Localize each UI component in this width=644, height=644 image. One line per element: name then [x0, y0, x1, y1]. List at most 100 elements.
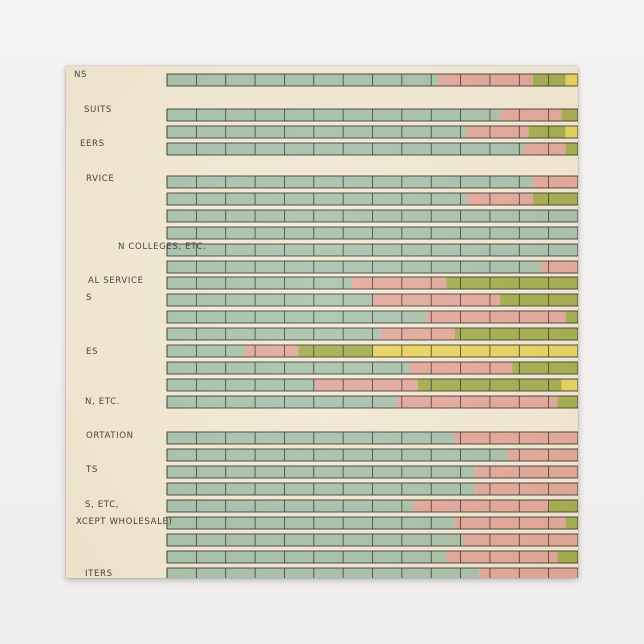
bar-outline [166, 108, 578, 122]
bar-segment-olive [532, 193, 578, 205]
stacked-bar-chart: NS SUITS EERS RVICE N COLLEGES, ETC. AL SERVI… [74, 70, 578, 578]
bar-segment-pink [372, 294, 500, 306]
row-label: S, ETC, [85, 500, 119, 510]
bar-segment-pink [541, 261, 578, 273]
bar-segment-pink [380, 328, 455, 340]
bar-segment-blue [167, 568, 480, 578]
bar-outline [166, 293, 578, 307]
bar-segment-blue [167, 328, 381, 340]
bar-segment-blue [167, 74, 439, 86]
row-label: XCEPT WHOLESALE) [76, 517, 172, 527]
bar-outline [166, 192, 578, 206]
bar-outline [166, 431, 578, 445]
bar-outline [166, 310, 578, 324]
bar-segment-olive [528, 126, 566, 138]
chart-print-tile: NS SUITS EERS RVICE N COLLEGES, ETC. AL SERVI… [66, 66, 578, 578]
bar-segment-pink [475, 466, 578, 478]
bar-segment-pink [454, 432, 578, 444]
bar-segment-blue [167, 449, 509, 461]
row-label: NS [74, 70, 87, 80]
bar-outline [166, 209, 578, 223]
bar-outline [166, 175, 578, 189]
row-label: ES [86, 347, 98, 357]
bar-segment-olive [565, 311, 578, 323]
bar-outline [166, 465, 578, 479]
bar-outline [166, 260, 578, 274]
bar-segment-pink [314, 379, 418, 391]
bar-segment-olive [298, 345, 373, 357]
bar-outline [166, 395, 578, 409]
bar-segment-blue [167, 311, 426, 323]
bar-segment-blue [167, 379, 315, 391]
bar-segment-olive [446, 277, 578, 289]
bar-segment-yellow [561, 379, 578, 391]
bar-segment-pink [425, 311, 566, 323]
bar-segment-olive [532, 74, 566, 86]
bar-segment-olive [512, 362, 578, 374]
bar-outline [166, 516, 578, 530]
row-label: N COLLEGES, ETC. [118, 242, 206, 252]
bar-outline [166, 448, 578, 462]
bar-segment-pink [475, 483, 578, 495]
bar-segment-olive [557, 396, 578, 408]
bar-segment-blue [167, 294, 373, 306]
bar-segment-blue [167, 261, 542, 273]
bar-outline [166, 378, 578, 392]
bar-segment-blue [167, 517, 455, 529]
bar-segment-pink [413, 500, 550, 512]
bar-segment-blue [167, 534, 463, 546]
bar-segment-pink [499, 109, 562, 121]
bar-segment-blue [167, 432, 455, 444]
bar-outline [166, 73, 578, 87]
bar-segment-pink [467, 126, 529, 138]
row-label: RVICE [86, 174, 114, 184]
bar-segment-olive [499, 294, 578, 306]
bar-outline [166, 499, 578, 513]
bar-segment-olive [565, 143, 578, 155]
bar-outline [166, 142, 578, 156]
bar-segment-blue [167, 500, 414, 512]
bar-segment-olive [565, 517, 578, 529]
bar-segment-blue [167, 466, 476, 478]
bar-outline [166, 327, 578, 341]
bar-outline [166, 482, 578, 496]
bar-segment-blue [167, 345, 246, 357]
bar-segment-blue [167, 143, 525, 155]
bar-segment-pink [454, 517, 566, 529]
row-label: SUITS [84, 105, 112, 115]
bar-segment-blue [167, 176, 533, 188]
bar-segment-pink [524, 143, 566, 155]
bar-segment-pink [351, 277, 447, 289]
bar-outline [166, 226, 578, 240]
bar-segment-olive [549, 500, 578, 512]
bar-segment-blue [167, 396, 398, 408]
bar-segment-pink [532, 176, 578, 188]
bar-outline [166, 243, 578, 257]
bar-segment-pink [467, 193, 533, 205]
bar-segment-blue [167, 277, 352, 289]
bar-segment-olive [454, 328, 578, 340]
bar-outline [166, 125, 578, 139]
row-label: TS [85, 465, 98, 475]
bar-segment-pink [462, 534, 578, 546]
bar-segment-blue [167, 483, 476, 495]
bar-segment-blue [167, 109, 500, 121]
row-label: EERS [80, 139, 105, 149]
bar-segment-pink [397, 396, 558, 408]
bar-segment-blue [167, 126, 468, 138]
bar-segment-pink [438, 74, 533, 86]
row-label: ITERS [85, 569, 113, 578]
row-label: AL SERVICE [88, 276, 144, 286]
bar-segment-blue [167, 362, 410, 374]
bar-segment-pink [446, 551, 558, 563]
bar-outline [166, 361, 578, 375]
bar-outline [166, 550, 578, 564]
bar-outline [166, 567, 578, 578]
bar-segment-yellow [565, 126, 578, 138]
bar-outline [166, 533, 578, 547]
bar-outline [166, 344, 578, 358]
bar-segment-blue [167, 551, 447, 563]
bar-segment-olive [561, 109, 578, 121]
row-label: N, ETC. [85, 397, 120, 407]
bar-segment-pink [479, 568, 578, 578]
